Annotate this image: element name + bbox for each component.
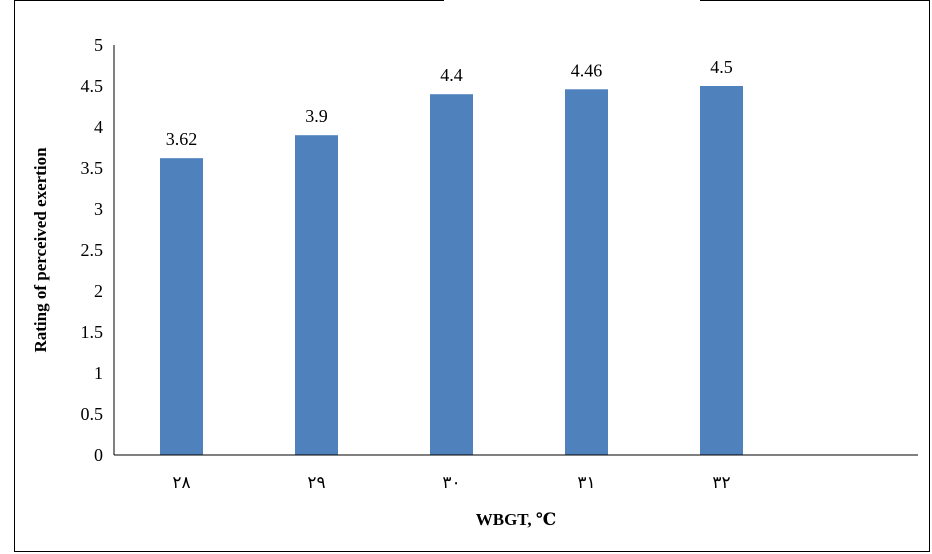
bars-group (160, 86, 743, 455)
y-tick-label: 5 (94, 35, 103, 55)
x-tick-label: ۲۹ (307, 473, 325, 492)
x-tick-label: ۲۸ (172, 473, 190, 492)
frame-top-border-left (14, 0, 444, 1)
y-tick-label: 0.5 (81, 404, 104, 424)
y-tick-label: 0 (94, 445, 103, 465)
data-label: 4.5 (710, 57, 733, 77)
bar (565, 89, 608, 455)
y-tick-label: 3 (94, 199, 103, 219)
bar (160, 158, 203, 455)
frame-top-border-right (700, 0, 930, 1)
y-axis-title: Rating of perceived exertion (31, 147, 50, 353)
y-tick-label: 2 (94, 281, 103, 301)
y-tick-label: 2.5 (81, 240, 104, 260)
bar (700, 86, 743, 455)
data-label: 4.4 (440, 65, 463, 85)
x-tick-label: ۳۱ (577, 473, 595, 492)
y-tick-label: 1.5 (81, 322, 104, 342)
y-tick-label: 4.5 (81, 76, 104, 96)
x-tick-label: ۳۰ (442, 473, 460, 492)
data-label: 3.9 (305, 106, 328, 126)
bar (430, 94, 473, 455)
y-tick-label: 3.5 (81, 158, 104, 178)
y-tick-label: 4 (94, 117, 103, 137)
y-tick-label: 1 (94, 363, 103, 383)
data-label: 4.46 (571, 60, 603, 80)
y-ticks-group: 0 0.5 1 1.5 2 2.5 3 3.5 4 4.5 5 (81, 35, 104, 465)
x-tick-label: ۳۲ (712, 473, 730, 492)
data-label: 3.62 (166, 129, 198, 149)
bar (295, 135, 338, 455)
x-ticks-group: ۲۸ ۲۹ ۳۰ ۳۱ ۳۲ (172, 473, 730, 492)
x-axis-title: WBGT, ℃ (476, 510, 557, 529)
data-labels-group: 3.62 3.9 4.4 4.46 4.5 (166, 57, 733, 149)
